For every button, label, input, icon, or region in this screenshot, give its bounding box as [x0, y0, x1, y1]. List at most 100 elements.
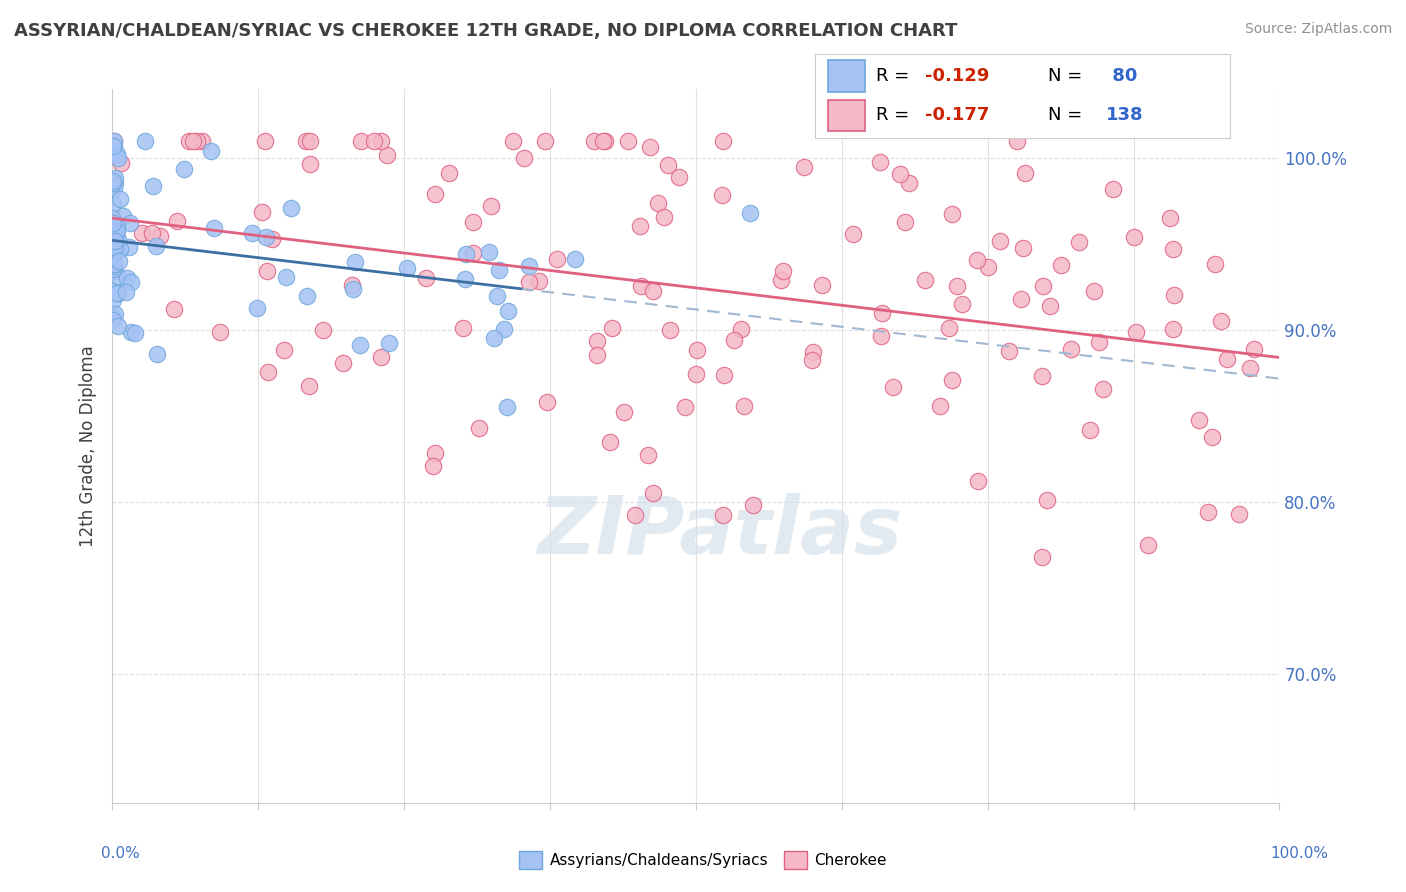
Point [101, 259, 124, 273]
Point [1159, 211, 1181, 226]
Point [585, 348, 607, 362]
Point [166, 214, 188, 228]
Point [769, 273, 792, 287]
Point [186, 134, 208, 148]
Point [274, 270, 297, 285]
Point [894, 215, 917, 229]
Point [1163, 322, 1185, 336]
Point [103, 257, 125, 271]
Point [105, 147, 128, 161]
Point [592, 134, 614, 148]
Point [711, 134, 734, 148]
Point [1050, 258, 1073, 272]
Point [1091, 382, 1114, 396]
Point [1060, 342, 1083, 356]
Point [101, 216, 124, 230]
Point [966, 253, 988, 268]
Text: ZIPatlas: ZIPatlas [537, 492, 901, 571]
Point [101, 176, 124, 190]
Point [344, 254, 367, 268]
Point [630, 278, 652, 293]
Text: ASSYRIAN/CHALDEAN/SYRIAC VS CHEROKEE 12TH GRADE, NO DIPLOMA CORRELATION CHART: ASSYRIAN/CHALDEAN/SYRIAC VS CHEROKEE 12T… [14, 22, 957, 40]
Text: Source: ZipAtlas.com: Source: ZipAtlas.com [1244, 22, 1392, 37]
Point [938, 321, 960, 335]
Point [375, 148, 398, 162]
Point [1039, 299, 1062, 313]
Point [1216, 352, 1239, 367]
Point [124, 326, 146, 341]
Point [396, 260, 419, 275]
Point [254, 229, 277, 244]
Point [101, 211, 124, 225]
Point [546, 252, 568, 266]
Point [120, 276, 142, 290]
Point [478, 244, 501, 259]
Point [149, 228, 172, 243]
Point [882, 380, 904, 394]
Point [613, 405, 636, 419]
Point [134, 134, 156, 148]
Point [110, 193, 132, 207]
Point [496, 401, 519, 415]
Point [1078, 423, 1101, 437]
Point [498, 304, 520, 318]
Point [202, 221, 225, 235]
FancyBboxPatch shape [828, 100, 865, 131]
Point [488, 262, 510, 277]
Point [1031, 368, 1053, 383]
Point [519, 259, 541, 273]
Text: 80: 80 [1105, 68, 1137, 86]
Point [1197, 505, 1219, 519]
Point [941, 206, 963, 220]
Point [898, 176, 921, 190]
Point [101, 265, 124, 279]
Point [723, 334, 745, 348]
Point [658, 323, 681, 337]
Point [437, 166, 460, 180]
Point [173, 161, 195, 176]
Point [104, 171, 127, 186]
Point [998, 343, 1021, 358]
Point [1163, 242, 1185, 256]
Point [141, 226, 163, 240]
Point [115, 270, 138, 285]
Point [370, 134, 392, 148]
Point [536, 394, 558, 409]
Text: N =: N = [1047, 68, 1088, 86]
Point [482, 331, 505, 345]
Point [686, 343, 709, 358]
Point [628, 219, 651, 234]
Point [107, 269, 129, 284]
Point [425, 187, 447, 202]
Point [246, 301, 269, 315]
Point [673, 400, 696, 414]
FancyBboxPatch shape [828, 61, 865, 92]
Point [254, 134, 277, 148]
Point [637, 449, 659, 463]
Point [914, 273, 936, 287]
Point [647, 195, 669, 210]
Point [101, 197, 124, 211]
Point [250, 205, 273, 219]
Point [1005, 134, 1028, 148]
Point [104, 240, 127, 254]
Point [262, 232, 284, 246]
Point [1239, 360, 1261, 375]
Point [209, 325, 232, 339]
Point [741, 498, 763, 512]
Point [298, 134, 321, 148]
Point [105, 224, 128, 238]
Point [517, 275, 540, 289]
Point [967, 474, 990, 488]
Point [638, 140, 661, 154]
Point [1211, 314, 1233, 328]
Point [711, 187, 734, 202]
Point [103, 181, 125, 195]
Point [600, 321, 623, 335]
Point [107, 151, 129, 165]
Point [342, 282, 364, 296]
Point [652, 211, 675, 225]
Point [869, 154, 891, 169]
Point [711, 508, 734, 523]
Point [107, 318, 129, 333]
